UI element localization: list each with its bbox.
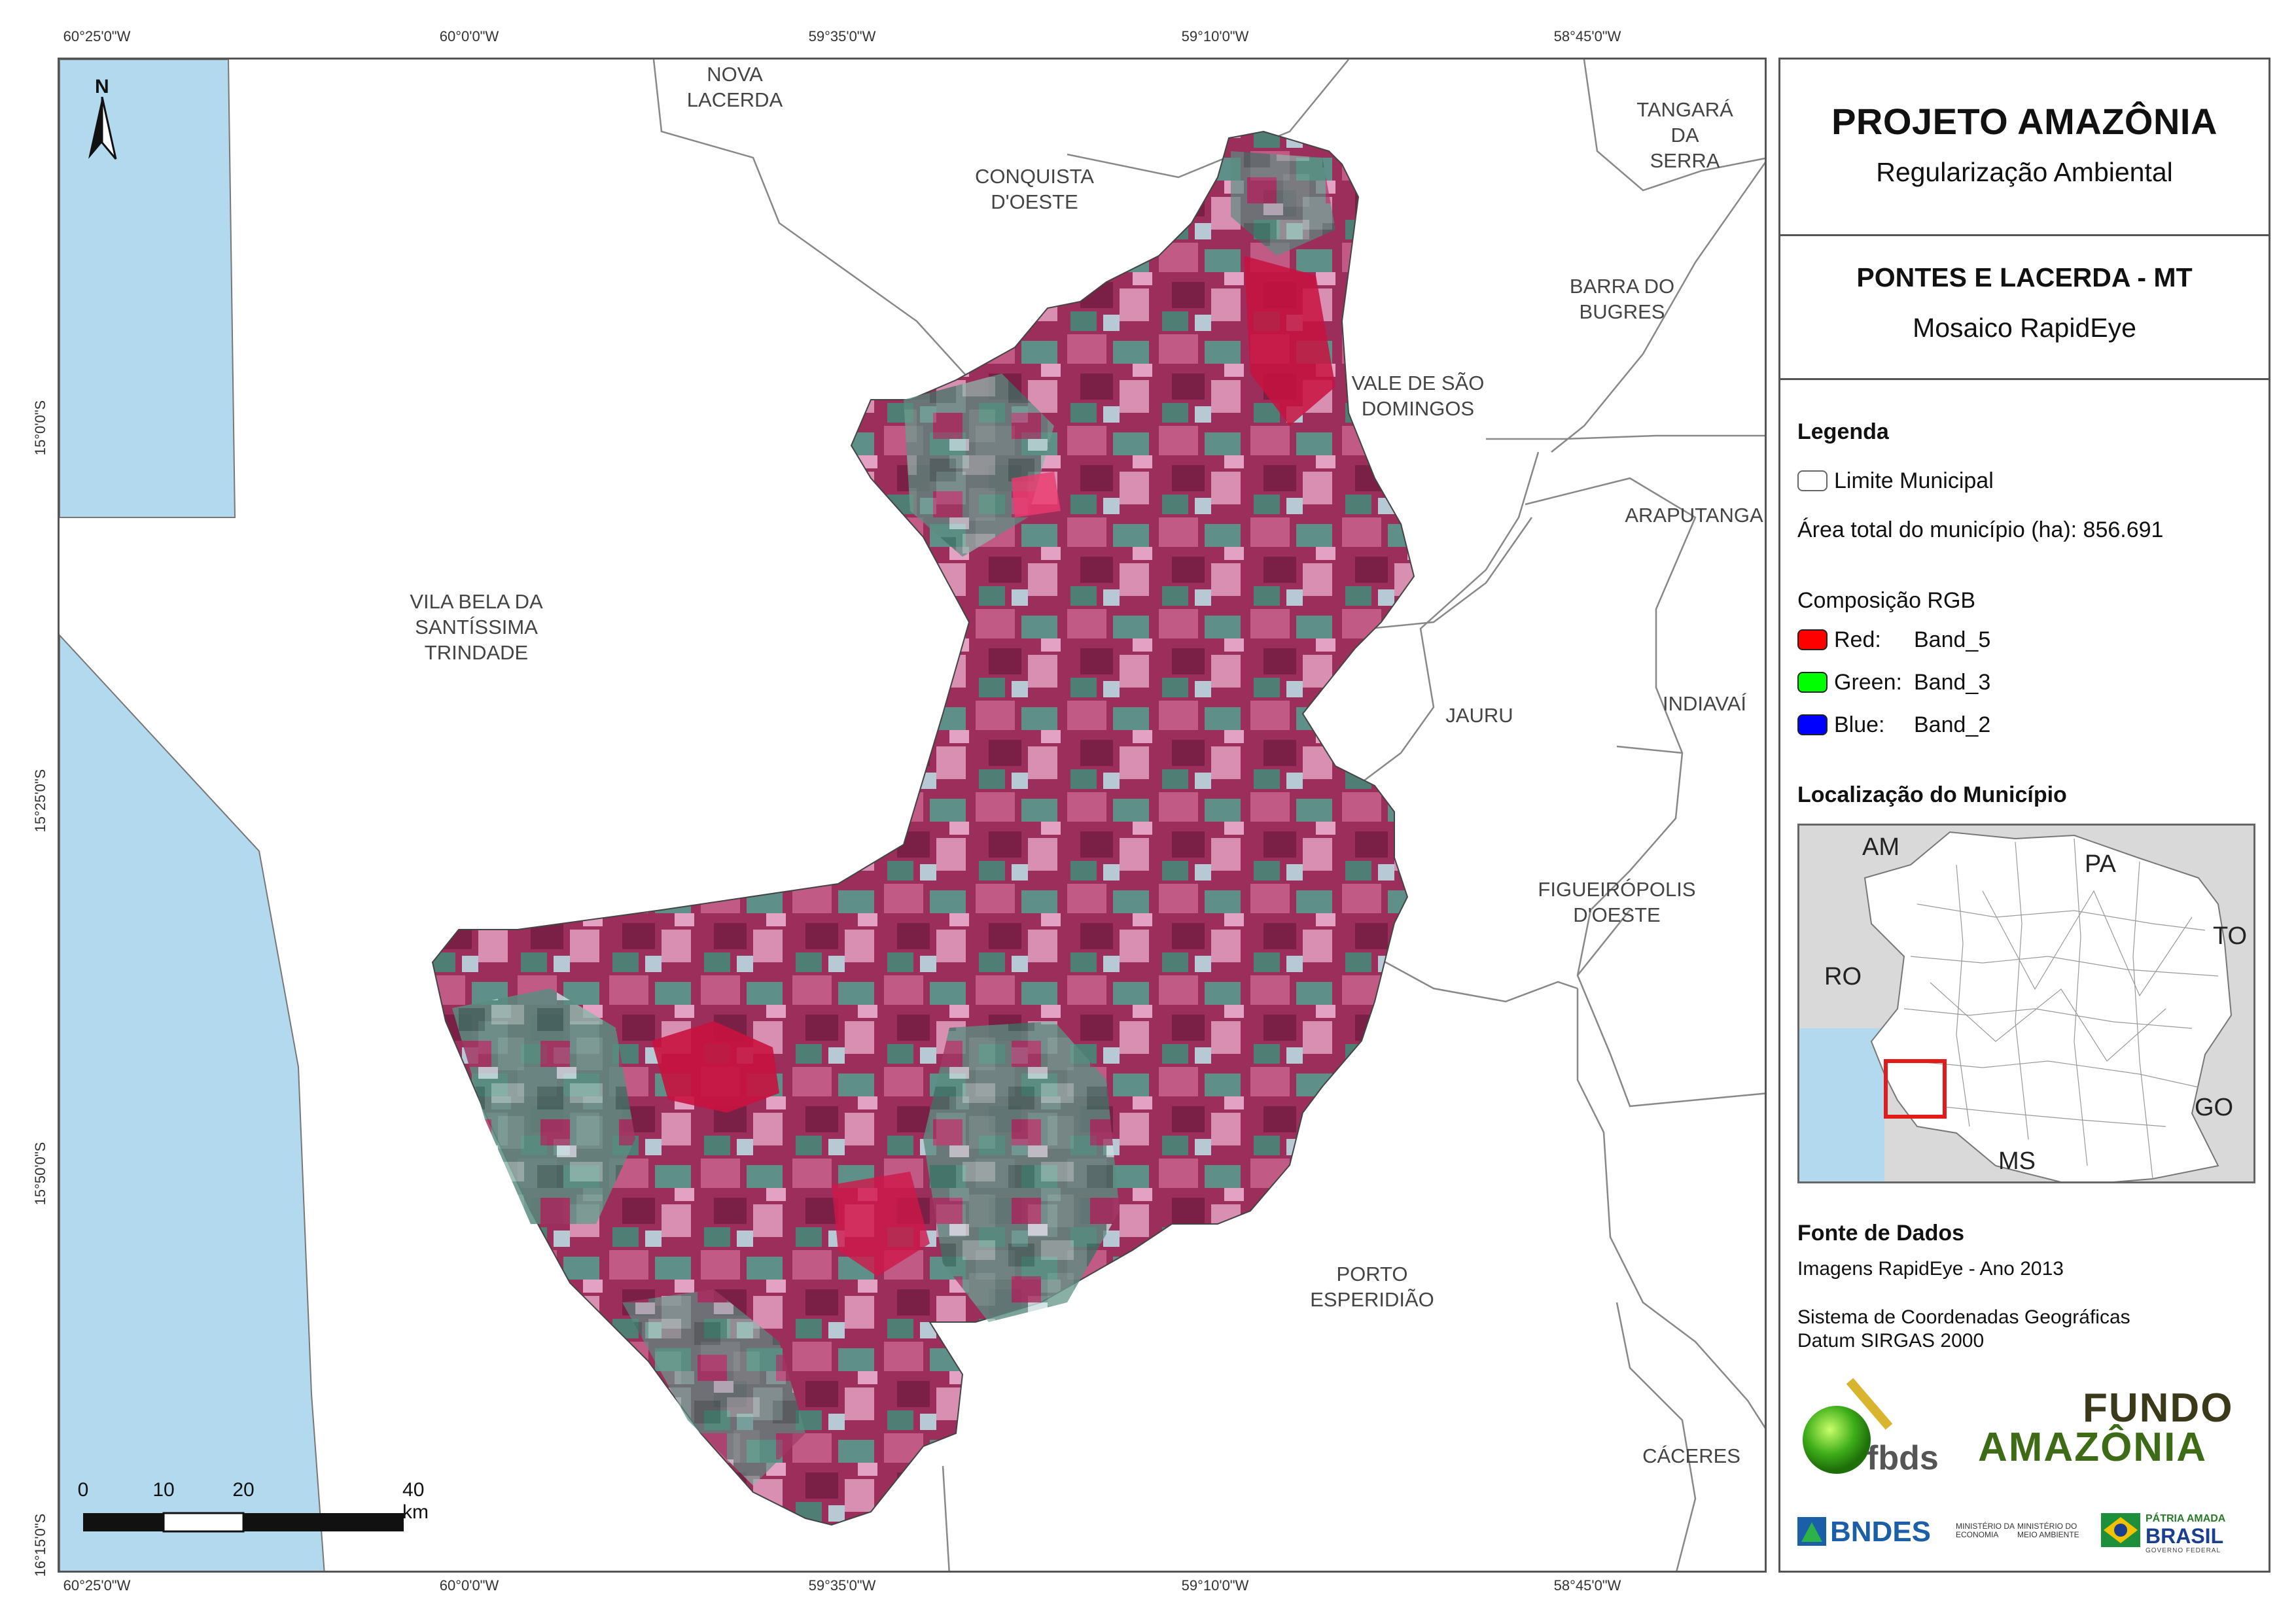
governo-federal-text: GOVERNO FEDERAL (2146, 1547, 2221, 1554)
ministry-economy-text: MINISTÉRIO DA ECONOMIA (1956, 1522, 2015, 1540)
legend-header: Legenda (1797, 419, 1889, 444)
inset-state-label: GO (2195, 1094, 2234, 1121)
lat-tick-label: 15°25'0"S (32, 769, 48, 833)
scale-bar: 0 10 20 40 km (78, 1479, 429, 1558)
project-subtitle: Regularização Ambiental (1876, 157, 2173, 187)
logos-area: fbds FUNDO AMAZÔNIA BNDES MINISTÉRIO DA … (1780, 1361, 2272, 1571)
source-line: Imagens RapidEye - Ano 2013 (1797, 1258, 2064, 1280)
map-frame: NOVA LACERDA CONQUISTA D'OESTE TANGARÁ D… (58, 58, 1767, 1573)
legend-panel: PROJETO AMAZÔNIA Regularização Ambiental… (1778, 58, 2270, 1573)
fbds-logo-text: fbds (1867, 1439, 1939, 1477)
blue-band-swatch (1797, 714, 1828, 735)
limit-swatch (1797, 470, 1828, 491)
scale-label: 0 (77, 1479, 89, 1501)
fbds-logo-icon (1803, 1378, 1893, 1474)
municipality-label: VALE DE SÃO DOMINGOS (1351, 372, 1485, 420)
limit-label: Limite Municipal (1834, 468, 1994, 493)
municipality-label: BARRA DO BUGRES (1569, 275, 1675, 323)
lon-tick-label: 59°35'0"W (808, 1577, 876, 1594)
municipality-raster (431, 130, 1415, 1526)
scale-label: 10 (152, 1479, 175, 1501)
location-inset-map: AM PA TO RO GO MS (1797, 824, 2255, 1183)
project-title: PROJETO AMAZÔNIA (1831, 101, 2217, 142)
municipality-label: CONQUISTA D'OESTE (975, 165, 1094, 213)
fundo-logo-line2: AMAZÔNIA (1978, 1425, 2208, 1470)
place-box: PONTES E LACERDA - MT Mosaico RapidEye (1780, 236, 2269, 380)
lon-tick-label: 58°45'0"W (1553, 28, 1621, 44)
patria-amada-text: PÁTRIA AMADA (2146, 1513, 2226, 1524)
source-line: Sistema de Coordenadas Geográficas (1797, 1306, 2130, 1328)
inset-canvas (1799, 826, 2253, 1181)
scale-bar-graphic (83, 1512, 404, 1533)
ministry-environment-text: MINISTÉRIO DO MEIO AMBIENTE (2017, 1522, 2079, 1540)
project-box: PROJETO AMAZÔNIA Regularização Ambiental (1780, 60, 2269, 236)
lon-tick-label: 59°35'0"W (808, 28, 876, 44)
green-band-swatch (1797, 672, 1828, 693)
lon-tick-label: 60°0'0"W (439, 28, 499, 44)
municipality-label: NOVA LACERDA (686, 63, 783, 111)
band-channel: Blue: (1834, 712, 1885, 737)
municipality-label: CÁCERES (1642, 1444, 1740, 1467)
municipality-label: VILA BELA DA SANTÍSSIMA TRINDADE (410, 590, 543, 664)
lat-tick-label: 15°50'0"S (32, 1142, 48, 1206)
band-name: Band_5 (1914, 627, 1991, 652)
area-label: Área total do município (ha): 856.691 (1797, 517, 2164, 542)
place-title: PONTES E LACERDA - MT (1856, 262, 2193, 292)
inset-state-label: PA (2085, 850, 2116, 878)
band-name: Band_2 (1914, 712, 1991, 737)
scale-label: 40 km (402, 1479, 429, 1523)
red-band-swatch (1797, 629, 1828, 650)
lon-tick-label: 60°25'0"W (63, 1577, 131, 1594)
location-header: Localização do Município (1797, 782, 2067, 807)
band-channel: Green: (1834, 670, 1902, 695)
inset-state-label: AM (1862, 833, 1899, 861)
municipality-label: ARAPUTANGA (1625, 504, 1763, 527)
municipality-label: TANGARÁ DA SERRA (1636, 98, 1733, 172)
band-name: Band_3 (1914, 670, 1991, 695)
scale-label: 20 (232, 1479, 255, 1501)
neighbor-country (60, 60, 236, 518)
lon-tick-label: 60°0'0"W (439, 1577, 499, 1594)
north-label: N (95, 76, 109, 97)
north-arrow-icon (88, 97, 117, 160)
municipality-label: FIGUEIRÓPOLIS D'OESTE (1538, 878, 1696, 926)
band-channel: Red: (1834, 627, 1881, 652)
product-subtitle: Mosaico RapidEye (1913, 313, 2136, 343)
municipality-label: JAURU (1445, 704, 1513, 727)
bndes-logo-text: BNDES (1830, 1516, 1932, 1548)
neighbor-country (60, 634, 325, 1571)
lon-tick-label: 58°45'0"W (1553, 1577, 1621, 1594)
inset-state-label: TO (2213, 922, 2248, 950)
inset-state-label: RO (1824, 963, 1862, 990)
bndes-logo-icon (1797, 1517, 1826, 1546)
municipality-label: PORTO ESPERIDIÃO (1310, 1263, 1434, 1311)
lon-tick-label: 60°25'0"W (63, 28, 131, 44)
source-header: Fonte de Dados (1797, 1221, 1965, 1246)
municipality-label: INDIAVAÍ (1662, 692, 1747, 715)
inset-state-label: MS (1998, 1147, 2036, 1175)
lon-tick-label: 59°10'0"W (1181, 28, 1249, 44)
lat-tick-label: 15°0'0"S (32, 400, 48, 456)
brazil-flag-icon (2101, 1513, 2140, 1547)
north-arrow: N (79, 76, 125, 161)
map-canvas (60, 60, 1765, 1571)
rgb-header: Composição RGB (1797, 588, 1976, 613)
brasil-text: BRASIL (2146, 1524, 2224, 1548)
fundo-logo-line1: FUNDO (2083, 1386, 2234, 1431)
lat-tick-label: 16°15'0"S (32, 1513, 48, 1577)
lon-tick-label: 59°10'0"W (1181, 1577, 1249, 1594)
source-line: Datum SIRGAS 2000 (1797, 1330, 1985, 1352)
